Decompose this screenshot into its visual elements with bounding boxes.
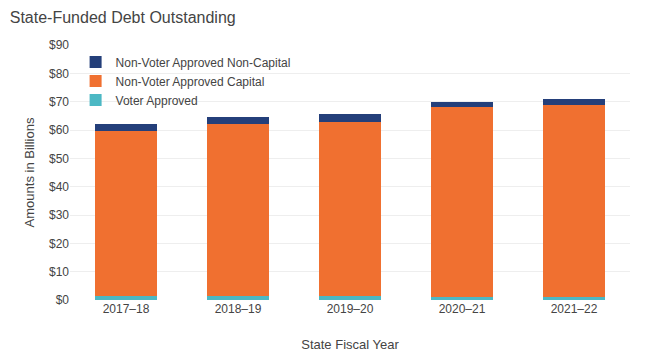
svg-text:State Fiscal Year: State Fiscal Year [301, 337, 399, 352]
svg-text:2019–20: 2019–20 [327, 302, 374, 316]
svg-text:State-Funded Debt Outstanding: State-Funded Debt Outstanding [10, 9, 236, 26]
svg-text:$60: $60 [49, 123, 69, 137]
svg-text:Voter Approved: Voter Approved [116, 94, 198, 108]
svg-text:$0: $0 [56, 293, 70, 307]
svg-text:$30: $30 [49, 208, 69, 222]
svg-text:$80: $80 [49, 67, 69, 81]
svg-text:2021–22: 2021–22 [551, 302, 598, 316]
svg-text:Non-Voter Approved Non-Capital: Non-Voter Approved Non-Capital [116, 56, 291, 70]
svg-text:Amounts in Billions: Amounts in Billions [22, 117, 37, 227]
svg-text:$20: $20 [49, 237, 69, 251]
svg-text:$10: $10 [49, 265, 69, 279]
svg-text:$70: $70 [49, 95, 69, 109]
svg-text:2018–19: 2018–19 [215, 302, 262, 316]
svg-text:Non-Voter Approved Capital: Non-Voter Approved Capital [116, 75, 265, 89]
svg-text:2020–21: 2020–21 [439, 302, 486, 316]
svg-text:2017–18: 2017–18 [103, 302, 150, 316]
svg-text:$50: $50 [49, 152, 69, 166]
svg-text:$90: $90 [49, 38, 69, 52]
svg-text:$40: $40 [49, 180, 69, 194]
